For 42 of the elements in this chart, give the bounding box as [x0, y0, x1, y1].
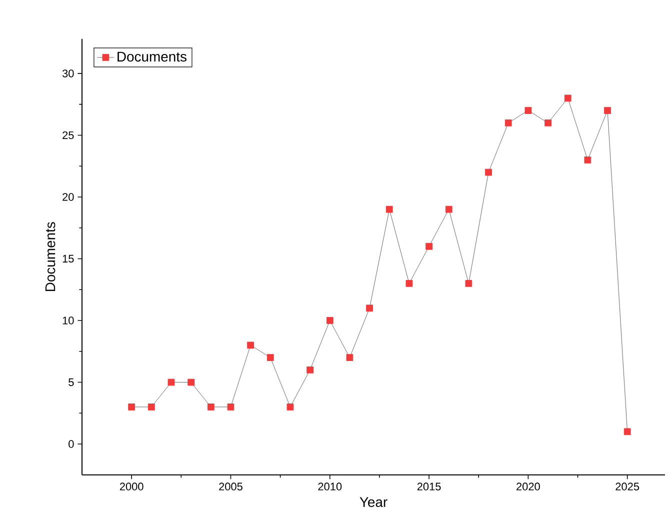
y-axis-title: Documents: [45, 222, 56, 292]
x-axis-title: Year: [360, 497, 388, 507]
point: [604, 107, 611, 114]
point: [544, 119, 552, 126]
point: [485, 168, 492, 176]
point: [286, 404, 294, 410]
point: [406, 280, 413, 287]
y-tick-label: 20: [62, 193, 74, 201]
point: [524, 107, 532, 114]
y-tick-label: 5: [68, 378, 74, 386]
point: [366, 304, 373, 312]
point: [227, 404, 234, 410]
point: [188, 378, 195, 386]
x-tick-label: 2015: [417, 482, 441, 490]
x-tick-label: 2005: [219, 482, 242, 490]
y-tick-label: 10: [62, 316, 74, 324]
point: [247, 342, 254, 349]
point: [426, 242, 432, 250]
point: [168, 378, 175, 386]
point: [504, 119, 512, 126]
point: [148, 404, 155, 410]
point: [386, 206, 393, 213]
legend-label: Documents: [118, 52, 186, 62]
point: [624, 428, 631, 436]
point: [306, 366, 314, 374]
y-tick-label: 30: [62, 70, 74, 78]
point: [564, 94, 572, 102]
point: [445, 206, 452, 213]
x-tick-label: 2025: [616, 482, 640, 490]
point: [346, 354, 354, 361]
x-tick-label: 2020: [516, 482, 540, 490]
x-tick-label: 2000: [120, 482, 144, 490]
point: [266, 354, 274, 361]
y-tick-label: 15: [62, 254, 74, 263]
y-tick-label: 0: [68, 440, 74, 448]
point: [207, 404, 214, 410]
point: [465, 280, 472, 287]
point: [584, 156, 592, 164]
point: [326, 317, 334, 324]
y-tick-label: 25: [62, 131, 74, 140]
x-tick-label: 2010: [318, 482, 342, 490]
point: [128, 404, 136, 410]
